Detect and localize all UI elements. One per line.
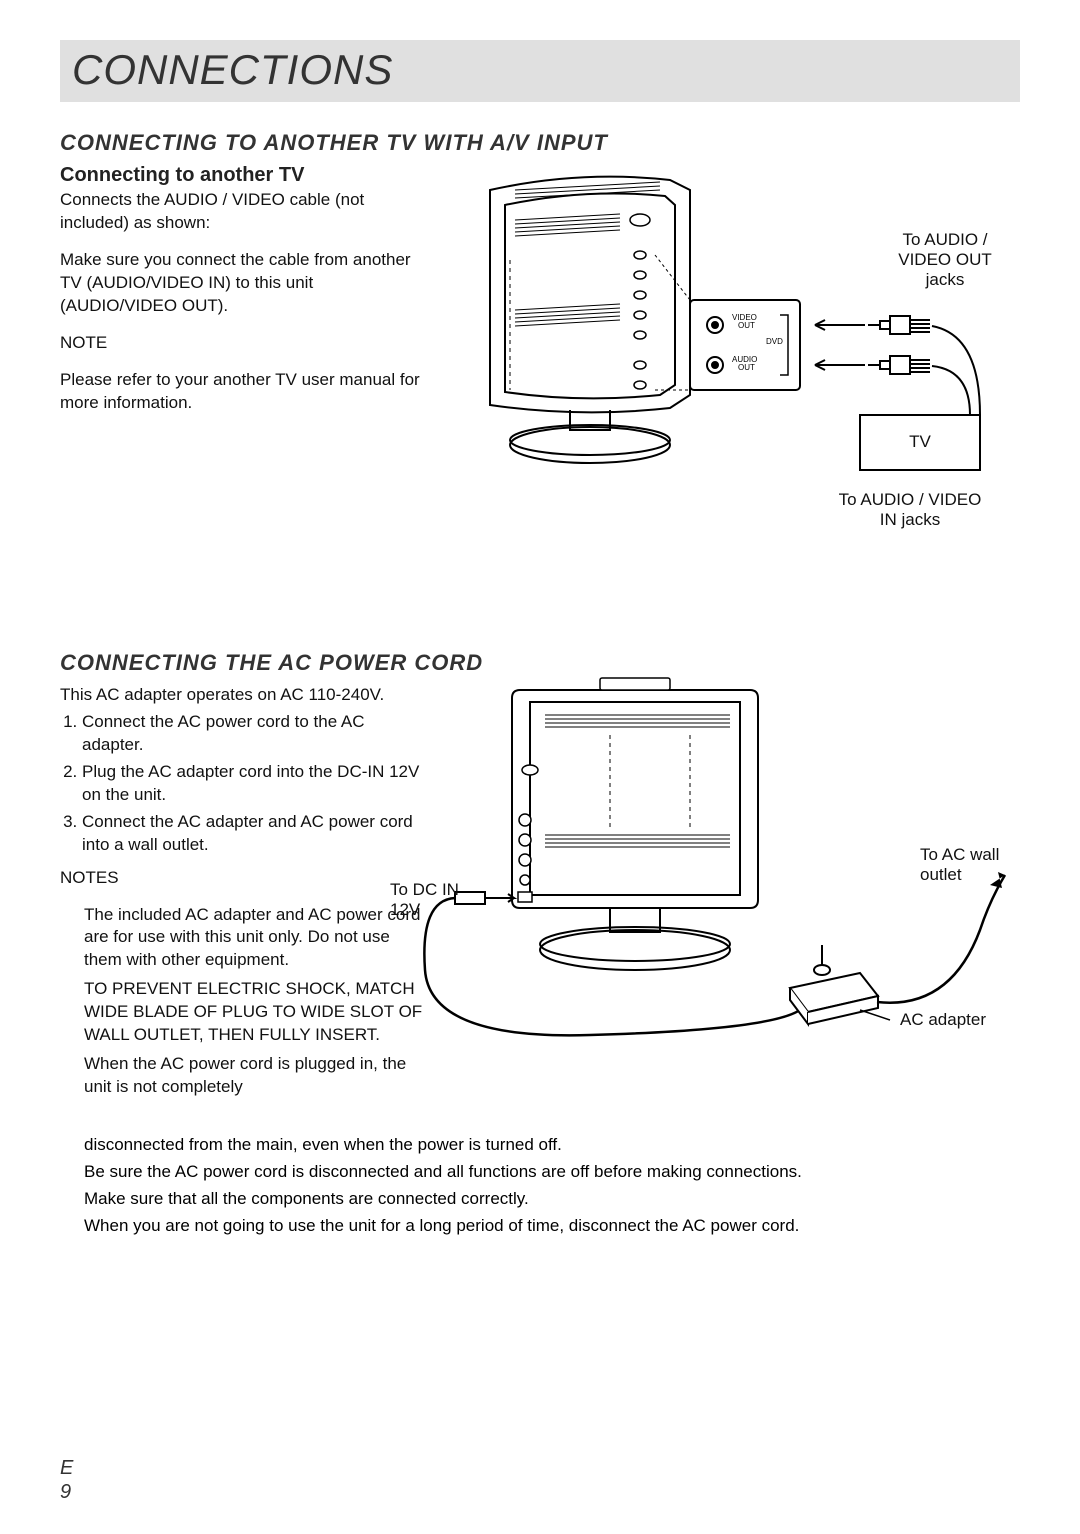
note-e: Be sure the AC power cord is disconnecte… — [84, 1161, 1020, 1184]
label-ac-wall: To AC wall outlet — [920, 845, 1030, 885]
section1-heading: CONNECTING TO ANOTHER TV WITH A/V INPUT — [60, 130, 1020, 156]
section2-body: This AC adapter operates on AC 110-240V.… — [60, 684, 430, 1099]
section2-intro: This AC adapter operates on AC 110-240V. — [60, 684, 430, 707]
step-1: Connect the AC power cord to the AC adap… — [82, 711, 430, 757]
label-av-out: To AUDIO / VIDEO OUT jacks — [880, 230, 1010, 290]
label-ac-adapter: AC adapter — [900, 1010, 1020, 1030]
note-b: TO PREVENT ELECTRIC SHOCK, MATCH WIDE BL… — [84, 978, 430, 1047]
section1-p2: Make sure you connect the cable from ano… — [60, 249, 430, 318]
section1-p1: Connects the AUDIO / VIDEO cable (not in… — [60, 189, 430, 235]
label-av-in: To AUDIO / VIDEO IN jacks — [830, 490, 990, 530]
step-3: Connect the AC adapter and AC power cord… — [82, 811, 430, 857]
label-tv-box: TV — [900, 432, 940, 452]
label-dc-in: To DC IN 12V — [390, 880, 460, 920]
diagram-av-connection: VIDEO OUT DVD AUDIO OUT — [460, 160, 1020, 580]
section1-note-label: NOTE — [60, 332, 430, 355]
section1-body: Connects the AUDIO / VIDEO cable (not in… — [60, 189, 430, 415]
section2-notes-label: NOTES — [60, 867, 430, 890]
section-av-input: CONNECTING TO ANOTHER TV WITH A/V INPUT … — [60, 130, 1020, 610]
note-a: The included AC adapter and AC power cor… — [84, 904, 430, 973]
note-d: disconnected from the main, even when th… — [84, 1134, 1020, 1157]
page-title: CONNECTIONS — [72, 46, 1008, 94]
note-g: When you are not going to use the unit f… — [84, 1215, 1020, 1238]
section2-steps: Connect the AC power cord to the AC adap… — [60, 711, 430, 857]
manual-page: CONNECTIONS CONNECTING TO ANOTHER TV WIT… — [0, 0, 1080, 1534]
section1-note-text: Please refer to your another TV user man… — [60, 369, 430, 415]
svg-text:DVD: DVD — [766, 337, 783, 346]
footer-page: 9 — [60, 1480, 73, 1504]
note-f: Make sure that all the components are co… — [84, 1188, 1020, 1211]
section2-notes-indented: The included AC adapter and AC power cor… — [84, 904, 430, 1100]
step-2: Plug the AC adapter cord into the DC-IN … — [82, 761, 430, 807]
section-ac-power: CONNECTING THE AC POWER CORD This AC ada… — [60, 650, 1020, 1100]
title-bar: CONNECTIONS — [60, 40, 1020, 102]
note-c: When the AC power cord is plugged in, th… — [84, 1053, 430, 1099]
section2-notes-fullwidth: disconnected from the main, even when th… — [84, 1134, 1020, 1238]
page-footer: E 9 — [60, 1456, 73, 1504]
footer-letter: E — [60, 1456, 73, 1480]
svg-text:OUT: OUT — [738, 363, 755, 372]
svg-text:OUT: OUT — [738, 321, 755, 330]
diagram-ac-power: To DC IN 12V To AC wall outlet AC adapte… — [390, 670, 1030, 1090]
